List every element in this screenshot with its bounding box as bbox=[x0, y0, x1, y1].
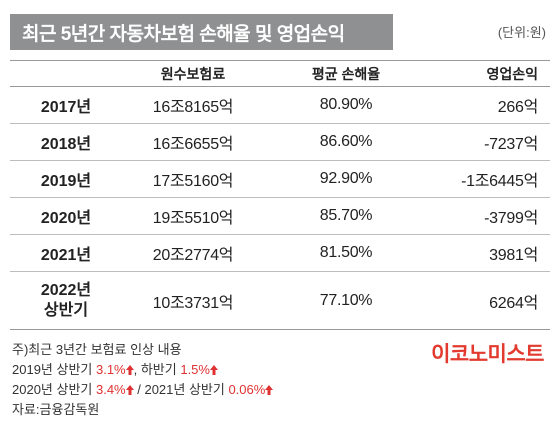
row-premium: 19조5510억 bbox=[152, 210, 234, 227]
title-text: 최근 5년간 자동차보험 손해율 및 영업손익 bbox=[22, 23, 345, 45]
row-year: 2022년 bbox=[40, 281, 92, 299]
row-op-profit: -1조6445억 bbox=[461, 173, 538, 190]
note-2019-first-half-value: 3.1% bbox=[95, 362, 126, 377]
row-year: 2019년 bbox=[40, 173, 92, 190]
row-premium: 16조8165억 bbox=[152, 99, 234, 116]
row-year: 2018년 bbox=[40, 136, 92, 153]
header-premium: 원수보험료 bbox=[160, 65, 226, 82]
row-op-profit: -3799억 bbox=[484, 210, 538, 227]
note-2019-first-half-label: 2019년 상반기 bbox=[12, 362, 96, 377]
table-row: 2022년 상반기 10조3731억 77.10% 6264억 bbox=[10, 272, 550, 330]
row-loss-rate: 80.90% bbox=[319, 96, 373, 113]
row-year: 2017년 bbox=[40, 99, 92, 116]
row-year: 2021년 bbox=[40, 247, 92, 264]
up-arrow-icon bbox=[125, 365, 134, 375]
table-row: 2019년 17조5160억 92.90% -1조6445억 bbox=[10, 161, 550, 198]
row-premium: 17조5160억 bbox=[152, 173, 234, 190]
row-premium: 10조3731억 bbox=[152, 294, 234, 312]
table-row: 2020년 19조5510억 85.70% -3799억 bbox=[10, 198, 550, 235]
table-row: 2017년 16조8165억 80.90% 266억 bbox=[10, 87, 550, 124]
row-loss-rate: 81.50% bbox=[319, 244, 373, 261]
up-arrow-icon bbox=[125, 385, 134, 395]
note-source: 자료:금융감독원 bbox=[12, 402, 100, 417]
note-2021-value: 0.06% bbox=[228, 382, 266, 397]
data-table: 원수보험료 평균 손해율 영업손익 2017년 16조8165억 80.90% … bbox=[10, 60, 550, 330]
row-loss-rate: 77.10% bbox=[319, 291, 373, 309]
footnotes: 주)최근 3년간 보험료 인상 내용 2019년 상반기 3.1% , 하반기 1… bbox=[12, 340, 274, 420]
row-op-profit: -7237억 bbox=[484, 136, 538, 153]
note-2020-2021: 2020년 상반기 3.4% / 2021년 상반기 0.06% bbox=[12, 380, 274, 400]
note-2020-value: 3.4% bbox=[95, 382, 126, 397]
row-loss-rate: 85.70% bbox=[319, 207, 373, 224]
row-loss-rate: 86.60% bbox=[319, 133, 373, 150]
note-2019: 2019년 상반기 3.1% , 하반기 1.5% bbox=[12, 360, 273, 380]
table-row: 2018년 16조6655억 86.60% -7237억 bbox=[10, 124, 550, 161]
table-row: 2021년 20조2774억 81.50% 3981억 bbox=[10, 235, 550, 272]
note-2021-label: / 2021년 상반기 bbox=[133, 382, 229, 397]
up-arrow-icon bbox=[265, 385, 274, 395]
table-header-row: 원수보험료 평균 손해율 영업손익 bbox=[10, 60, 550, 87]
row-op-profit: 6264억 bbox=[489, 294, 538, 312]
up-arrow-icon bbox=[209, 365, 218, 375]
unit-label: (단위:원) bbox=[497, 25, 546, 40]
row-op-profit: 3981억 bbox=[489, 247, 538, 264]
note-2019-second-half-label: , 하반기 bbox=[133, 362, 181, 377]
row-premium: 16조6655억 bbox=[152, 136, 234, 153]
page-title: 최근 5년간 자동차보험 손해율 및 영업손익 bbox=[10, 14, 393, 50]
row-year-half: 상반기 bbox=[43, 301, 89, 319]
note-2019-second-half-value: 1.5% bbox=[180, 362, 210, 377]
row-loss-rate: 92.90% bbox=[319, 170, 373, 187]
row-year-cell: 2022년 상반기 bbox=[10, 281, 110, 321]
note-2020-label: 2020년 상반기 bbox=[12, 382, 96, 397]
header-op-profit: 영업손익 bbox=[486, 65, 538, 82]
row-op-profit: 266억 bbox=[497, 99, 539, 116]
header-loss-rate: 평균 손해율 bbox=[311, 65, 381, 82]
note-heading: 주)최근 3년간 보험료 인상 내용 bbox=[12, 342, 182, 357]
row-year: 2020년 bbox=[40, 210, 92, 227]
publisher-logo: 이코노미스트 bbox=[431, 343, 544, 366]
row-premium: 20조2774억 bbox=[152, 247, 234, 264]
row-year-stack: 2022년 상반기 bbox=[22, 281, 110, 321]
